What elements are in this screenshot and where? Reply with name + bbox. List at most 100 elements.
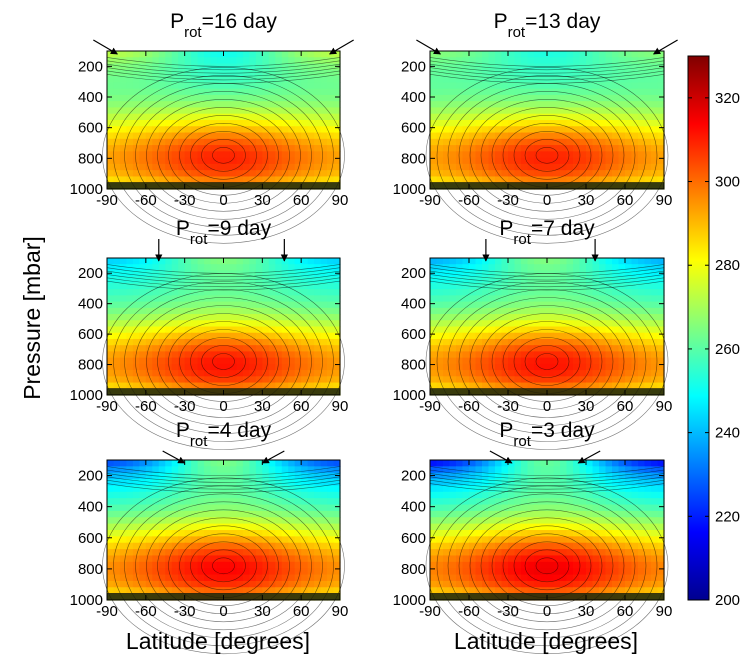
heat-cell <box>644 289 652 296</box>
x-tick-label: -60 <box>135 192 157 209</box>
heat-cell <box>145 120 153 127</box>
contour-line <box>429 277 665 288</box>
heat-cell <box>508 138 516 146</box>
heat-cell <box>139 555 147 563</box>
heat-cell <box>288 376 296 384</box>
heat-cell <box>184 258 192 265</box>
heat-cell <box>145 466 153 474</box>
heat-cell <box>605 307 613 315</box>
heat-cell <box>482 351 490 359</box>
heat-cell <box>430 264 438 272</box>
heat-cell <box>534 113 542 121</box>
heat-cell <box>631 51 639 58</box>
heat-cell <box>592 157 600 165</box>
heat-cell <box>462 145 470 152</box>
heat-cell <box>314 523 322 531</box>
heat-cell <box>184 510 192 518</box>
heat-cell <box>113 126 121 134</box>
heat-cell <box>462 132 470 140</box>
heat-cell <box>301 338 309 346</box>
heat-cell <box>573 120 581 127</box>
heat-cell <box>501 580 509 588</box>
heat-cell <box>139 132 147 140</box>
heat-cell <box>132 357 140 365</box>
heat-cell <box>501 561 509 569</box>
heat-cell <box>579 107 587 115</box>
heat-cell <box>210 498 218 506</box>
heat-cell <box>638 549 646 557</box>
heat-cell <box>553 561 561 569</box>
heat-cell <box>469 126 477 134</box>
heat-cell <box>560 376 568 384</box>
heat-cell <box>430 536 438 544</box>
heat-cell <box>307 536 315 544</box>
heat-cell <box>126 282 134 290</box>
heat-cell <box>547 57 555 65</box>
heat-cell <box>152 163 160 171</box>
heat-cell <box>456 345 464 353</box>
heat-cell <box>631 276 639 284</box>
heat-cell <box>113 568 121 576</box>
heat-cell <box>223 307 231 315</box>
heat-cell <box>657 345 665 353</box>
heat-cell <box>217 107 225 115</box>
heat-cell <box>255 363 263 371</box>
heat-cell <box>229 351 238 359</box>
heat-cell <box>262 466 270 474</box>
heat-cell <box>165 555 173 563</box>
heat-cell <box>625 301 633 309</box>
heat-cell <box>165 301 173 309</box>
heat-cell <box>657 485 665 493</box>
heat-cell <box>275 466 283 474</box>
heat-cell <box>566 363 574 371</box>
heat-cell <box>152 120 160 127</box>
heat-cell <box>320 574 328 582</box>
heat-cell <box>644 351 652 359</box>
heat-cell <box>631 568 639 576</box>
heat-cell <box>495 580 503 588</box>
heat-cell <box>514 338 522 346</box>
heat-cell <box>204 332 212 340</box>
heat-cell <box>553 345 561 353</box>
heat-cell <box>307 530 315 537</box>
heat-cell <box>210 157 218 165</box>
heat-cell <box>592 561 600 569</box>
heat-cell <box>527 258 535 265</box>
heat-cell <box>327 101 335 109</box>
heat-cell <box>586 88 594 96</box>
heat-cell <box>262 307 270 315</box>
heat-cell <box>599 307 607 315</box>
heat-cell <box>327 332 335 340</box>
heat-cell <box>475 574 483 582</box>
heat-cell <box>184 295 192 303</box>
heat-cell <box>223 460 231 467</box>
heat-cell <box>307 314 315 321</box>
heat-cell <box>204 530 212 537</box>
heat-cell <box>449 587 457 595</box>
heat-cell <box>547 82 555 90</box>
heat-cell <box>152 460 160 467</box>
heat-cell <box>631 107 639 115</box>
heat-cell <box>436 555 444 563</box>
heat-cell <box>262 120 270 127</box>
heat-cell <box>443 326 451 334</box>
heat-cell <box>547 295 555 303</box>
heat-cell <box>275 120 283 127</box>
heat-cell <box>210 338 218 346</box>
heat-cell <box>508 351 516 359</box>
heat-cell <box>631 555 639 563</box>
heat-cell <box>501 276 509 284</box>
heat-cell <box>475 145 483 152</box>
contour-line <box>491 114 603 196</box>
heat-cell <box>573 574 581 582</box>
heat-cell <box>191 320 199 328</box>
heat-cell <box>508 536 516 544</box>
heat-cell <box>469 338 477 346</box>
heat-cell <box>229 295 238 303</box>
heat-cell <box>145 580 153 588</box>
heat-cell <box>495 472 503 480</box>
heat-cell <box>462 536 470 544</box>
heat-cell <box>508 107 516 115</box>
heat-cell <box>651 113 659 121</box>
heat-cell <box>333 176 341 184</box>
